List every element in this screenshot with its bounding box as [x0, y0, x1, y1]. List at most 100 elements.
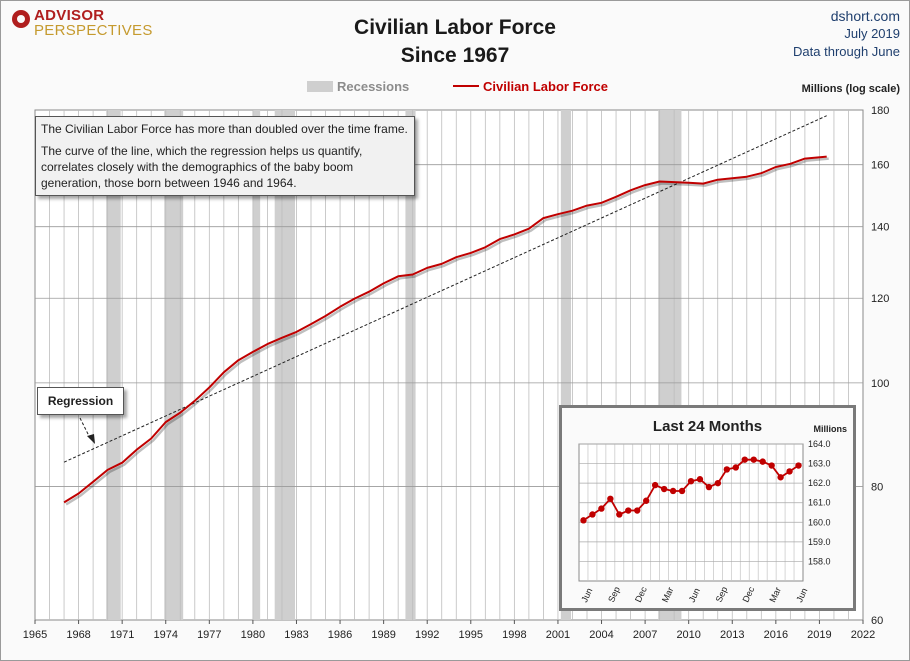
inset-x-tick-label: Mar — [660, 586, 676, 604]
inset-chart: 158.0 159.0 160.0 161.0 162.0 163.0 164.0 Jun Se… — [578, 439, 831, 604]
source-site: dshort.com — [830, 8, 900, 24]
inset-data-point — [786, 468, 793, 475]
recession-swatch — [307, 81, 333, 92]
inset-data-point — [625, 507, 632, 514]
inset-data-point — [777, 474, 784, 481]
inset-data-point — [741, 456, 748, 463]
inset-data-point — [732, 464, 739, 471]
inset-data-point — [759, 458, 766, 465]
source-note: Data through June — [793, 44, 900, 59]
y-tick-label: 180 — [871, 105, 889, 117]
legend-recessions-label: Recessions — [337, 79, 410, 94]
inset-plot-area — [578, 443, 804, 582]
inset-data-point — [669, 487, 677, 495]
chart-title-line-1: Civilian Labor Force — [354, 16, 556, 39]
inset-x-tick-label: Dec — [633, 585, 649, 604]
series-shadow — [65, 157, 829, 506]
logo-line-1: ADVISOR — [34, 7, 105, 24]
x-tick-label: 1971 — [110, 629, 134, 641]
recession-band-3 — [274, 110, 296, 620]
x-tick-label: 2004 — [589, 629, 613, 641]
y-axis-label: Millions (log scale) — [801, 83, 900, 95]
inset-x-tick-label: Jun — [579, 586, 594, 603]
x-tick-label: 2013 — [720, 629, 744, 641]
inset-data-point — [660, 485, 668, 493]
inset-data-point — [616, 511, 623, 518]
recession-band-2 — [252, 110, 261, 620]
regression-label-box: Regression — [37, 387, 124, 415]
series-line-civilian-labor-force — [63, 155, 827, 504]
y-tick-label: 80 — [871, 481, 883, 493]
inset-y-tick-label: 164.0 — [808, 439, 831, 449]
x-tick-label: 2001 — [546, 629, 570, 641]
inset-data-point — [687, 477, 695, 485]
chart-title-line-2: Since 1967 — [400, 44, 510, 67]
inset-y-tick-label: 159.0 — [808, 537, 831, 547]
x-tick-label: 2016 — [764, 629, 788, 641]
regression-arrow-head-icon — [87, 434, 95, 444]
logo-mark-icon — [12, 10, 30, 28]
inset-data-point — [580, 517, 587, 524]
inset-data-point — [768, 462, 775, 469]
inset-last-24-months: Last 24 Months Millions 158.0 159.0 160.0 1… — [559, 405, 856, 611]
y-tick-label: 140 — [871, 222, 889, 234]
inset-x-tick-label: Dec — [741, 585, 757, 604]
x-tick-label: 2010 — [676, 629, 700, 641]
x-tick-label: 1989 — [371, 629, 395, 641]
x-tick-label: 1992 — [415, 629, 439, 641]
legend-series: Civilian Labor Force — [453, 79, 608, 94]
inset-y-tick-label: 163.0 — [808, 459, 831, 469]
y-tick-label: 160 — [871, 160, 889, 172]
inset-y-tick-label: 160.0 — [808, 517, 831, 527]
x-tick-label: 1995 — [459, 629, 483, 641]
inset-y-tick-label: 161.0 — [808, 498, 831, 508]
inset-x-tick-label: Jun — [794, 586, 809, 603]
legend-recessions: Recessions — [307, 79, 409, 94]
inset-data-point — [696, 476, 704, 483]
x-tick-label: 1977 — [197, 629, 221, 641]
inset-data-point — [705, 483, 713, 491]
recession-band-1 — [164, 110, 184, 620]
recession-band-5 — [560, 110, 572, 620]
inset-data-point — [598, 505, 605, 512]
x-tick-label: 1998 — [502, 629, 526, 641]
x-tick-label: 2022 — [851, 629, 875, 641]
logo-line-2: PERSPECTIVES — [34, 22, 153, 39]
inset-data-point — [723, 466, 731, 473]
recession-band-0 — [106, 110, 121, 620]
x-tick-label: 1983 — [284, 629, 308, 641]
legend-series-label: Civilian Labor Force — [483, 79, 608, 94]
inset-title: Last 24 Months — [652, 418, 763, 435]
source-date: July 2019 — [844, 26, 900, 41]
inset-data-point — [750, 456, 757, 463]
x-tick-label: 2019 — [807, 629, 831, 641]
series-swatch — [453, 85, 479, 87]
x-tick-label: 2007 — [633, 629, 657, 641]
x-tick-label: 1974 — [153, 629, 177, 641]
inset-y-tick-label: 158.0 — [808, 556, 831, 566]
inset-x-tick-label: Sep — [606, 585, 622, 604]
x-tick-label: 1986 — [328, 629, 352, 641]
inset-data-point — [643, 497, 650, 504]
inset-data-point — [634, 507, 641, 514]
inset-y-tick-label: 162.0 — [808, 478, 831, 488]
inset-data-point — [714, 479, 722, 487]
inset-x-tick-label: Jun — [687, 586, 702, 603]
y-tick-label: 100 — [871, 378, 889, 390]
y-tick-label: 120 — [871, 293, 889, 305]
advisor-perspectives-logo: ADVISOR PERSPECTIVES — [12, 8, 153, 39]
annotation-p2: The curve of the line, which the regress… — [41, 144, 363, 190]
inset-data-point — [795, 462, 802, 469]
inset-data-point — [589, 511, 596, 518]
annotation-box: The Civilian Labor Force has more than d… — [35, 116, 415, 196]
inset-data-point — [651, 481, 659, 489]
x-tick-label: 1980 — [241, 629, 265, 641]
source-info: dshort.com July 2019 Data through June — [793, 7, 900, 61]
annotation-p1: The Civilian Labor Force has more than d… — [41, 122, 408, 136]
x-tick-label: 1968 — [66, 629, 90, 641]
recession-band-4 — [405, 110, 416, 620]
inset-data-point — [678, 487, 686, 495]
inset-x-tick-label: Mar — [767, 586, 783, 604]
inset-x-tick-label: Sep — [714, 585, 730, 604]
inset-data-point — [607, 495, 614, 502]
